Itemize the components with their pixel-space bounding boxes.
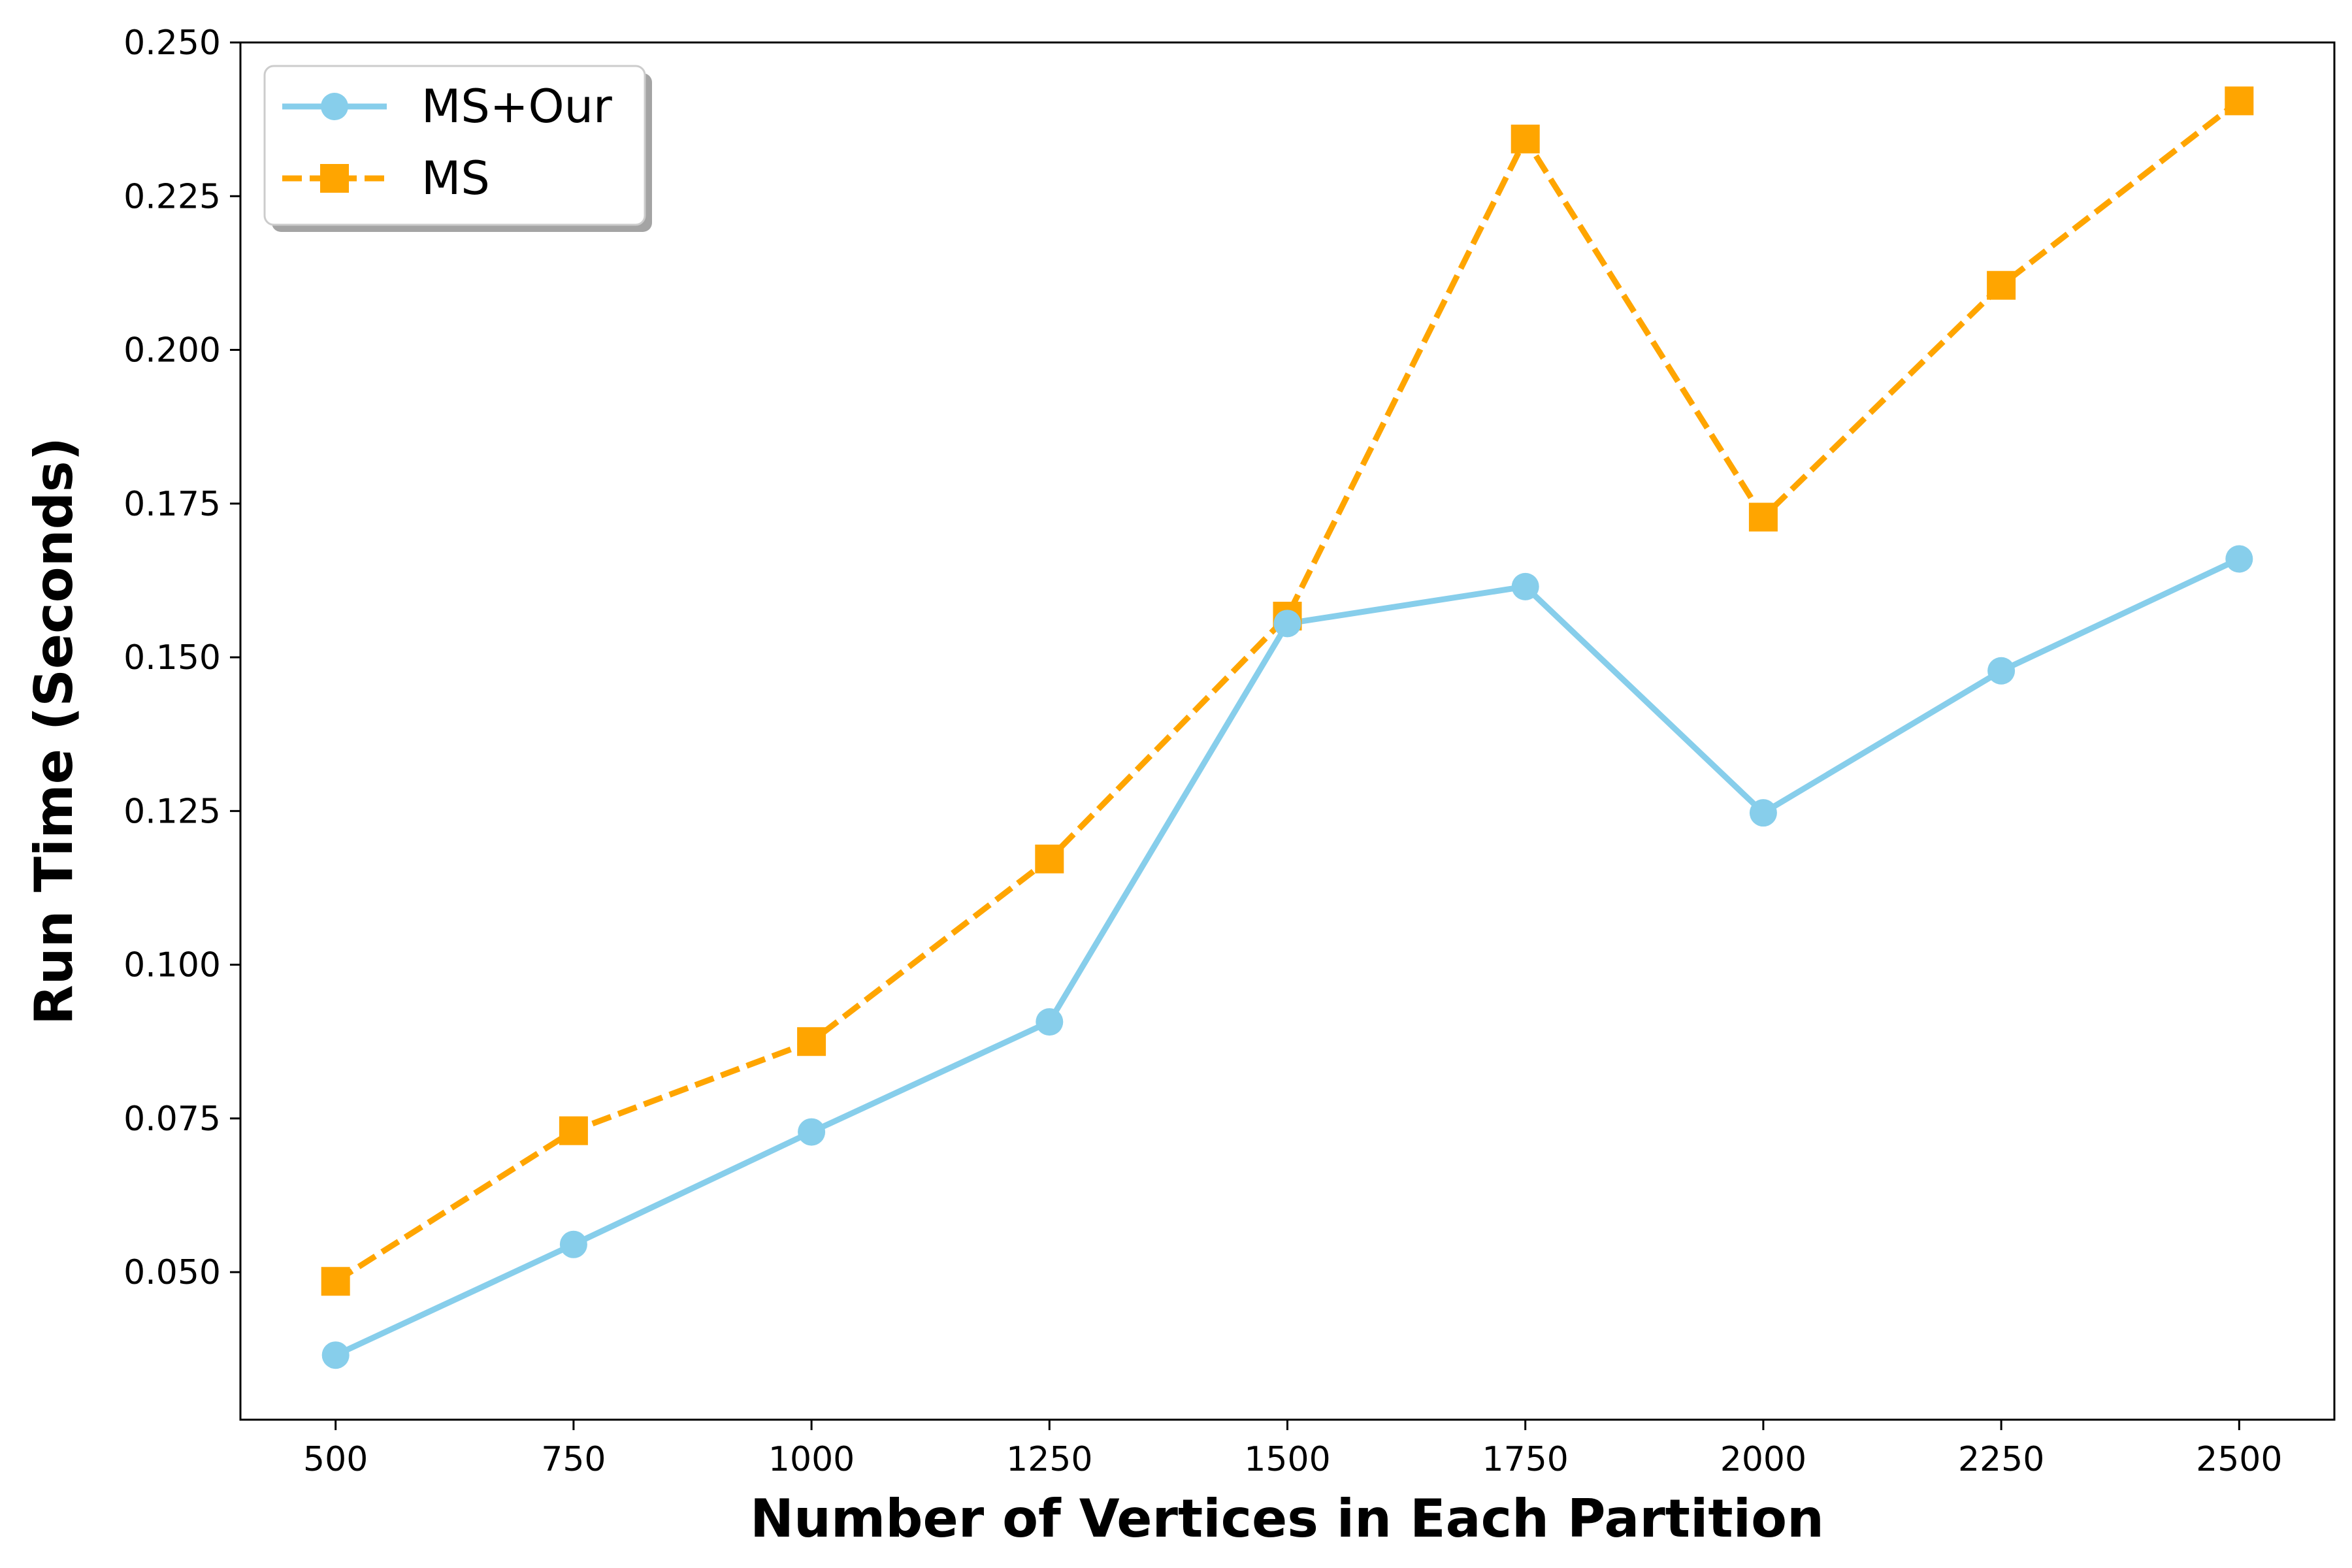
x-tick-label: 2250 <box>1958 1440 2044 1479</box>
y-tick-label: 0.150 <box>123 638 221 678</box>
ticks-layer: 500 750 1000 1250 1500 1750 2000 2250 2500 0.050 0… <box>123 24 2282 1479</box>
x-tick-label: 2000 <box>1720 1440 1806 1479</box>
legend-marker-ms-our <box>321 93 348 120</box>
x-tick-label: 1750 <box>1482 1440 1569 1479</box>
y-tick-label: 0.200 <box>123 331 221 370</box>
data-point <box>321 1341 350 1369</box>
x-tick-label: 750 <box>541 1440 606 1479</box>
data-point <box>797 1027 826 1056</box>
legend-marker-ms <box>320 164 349 193</box>
data-point <box>798 1118 826 1146</box>
y-tick-label: 0.175 <box>123 485 221 524</box>
data-point <box>1749 799 1777 827</box>
x-tick-label: 1250 <box>1006 1440 1092 1479</box>
data-point <box>1273 610 1301 638</box>
data-point <box>2225 86 2254 116</box>
y-tick-label: 0.225 <box>123 177 221 216</box>
data-point <box>321 1267 350 1296</box>
y-tick-label: 0.125 <box>123 792 221 831</box>
data-point <box>2225 545 2253 573</box>
x-axis-label: Number of Vertices in Each Partition <box>750 1488 1824 1549</box>
data-point <box>1987 270 2016 300</box>
data-point <box>1035 844 1064 874</box>
data-point <box>559 1116 588 1145</box>
data-point <box>1987 657 2016 685</box>
data-point <box>1748 502 1778 532</box>
y-axis-label: Run Time (Seconds) <box>24 437 84 1025</box>
y-tick-label: 0.050 <box>123 1253 221 1292</box>
series-line-1 <box>334 98 2242 1284</box>
x-tick-label: 2500 <box>2196 1440 2282 1479</box>
legend-label-ms: MS <box>421 152 490 205</box>
x-tick-label: 1000 <box>768 1440 855 1479</box>
y-tick-label: 0.075 <box>123 1100 221 1139</box>
y-tick-label: 0.100 <box>123 946 221 985</box>
y-tick-label: 0.250 <box>123 24 221 63</box>
legend-label-ms-our: MS+Our <box>421 80 612 133</box>
data-point <box>1511 572 1539 600</box>
data-point <box>1036 1008 1064 1036</box>
x-tick-label: 500 <box>303 1440 368 1479</box>
x-tick-label: 1500 <box>1244 1440 1330 1479</box>
legend: MS+Our MS <box>263 65 652 232</box>
data-point <box>559 1230 587 1258</box>
series-layer <box>321 86 2254 1369</box>
data-point <box>1511 124 1540 154</box>
